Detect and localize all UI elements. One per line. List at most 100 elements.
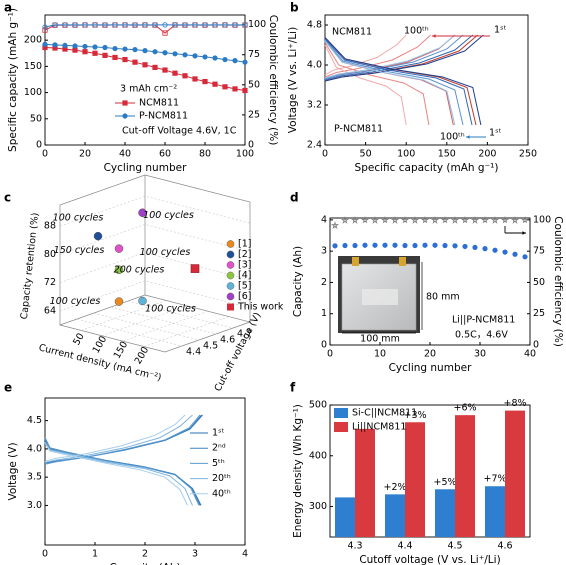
legend-label: [2]	[238, 249, 251, 260]
marker	[480, 215, 490, 223]
annotation: 3 mAh cm⁻²	[120, 84, 177, 95]
marker	[340, 216, 350, 224]
marker	[172, 51, 178, 57]
marker	[52, 42, 58, 48]
marker	[352, 242, 358, 249]
marker	[470, 216, 480, 224]
x-tick-label: 0	[327, 349, 333, 360]
x-tick-label: 4.3	[347, 541, 362, 552]
legend-label: [4]	[238, 270, 251, 281]
marker	[412, 242, 418, 249]
cell-tab	[399, 257, 406, 266]
marker	[360, 215, 370, 223]
marker	[380, 215, 390, 223]
grid-line	[143, 316, 230, 347]
marker	[402, 242, 408, 249]
point	[190, 264, 200, 273]
marker	[222, 84, 228, 90]
marker	[52, 22, 58, 28]
point-label: 100 cycles	[145, 303, 196, 314]
series-line	[324, 39, 464, 126]
marker	[102, 52, 108, 58]
marker	[392, 242, 398, 248]
grid-line	[80, 300, 167, 331]
x-axis-label: Cutoff voltage (V vs. Li⁺/Li)	[359, 554, 500, 565]
legend-label: Si-C||NCM811	[352, 408, 417, 419]
marker	[452, 243, 458, 249]
y-axis-label: Specific capacity (mAh g⁻¹)	[7, 8, 19, 152]
series-line	[324, 34, 407, 76]
marker	[242, 87, 248, 94]
marker	[522, 254, 528, 260]
marker	[400, 215, 410, 223]
marker	[500, 215, 510, 223]
marker	[122, 46, 128, 52]
marker	[520, 215, 530, 223]
marker	[372, 242, 378, 248]
x-tick-label: 3	[192, 549, 198, 560]
series-line	[324, 34, 484, 82]
marker	[82, 43, 88, 50]
marker	[192, 76, 198, 82]
marker	[510, 216, 520, 224]
legend-label: 1ˢᵗ	[212, 428, 225, 439]
x-axis-label: Specific capacity (mAh g⁻¹)	[355, 162, 499, 174]
marker	[362, 242, 368, 248]
panel-label: c	[4, 191, 11, 205]
panel-label: d	[290, 191, 299, 205]
legend-marker	[122, 100, 128, 106]
point	[114, 265, 124, 275]
marker	[112, 45, 118, 52]
x-tick-label: 4	[242, 549, 248, 560]
point-label: 100 cycles	[50, 296, 101, 307]
x-tick-label: 50	[71, 331, 87, 347]
bar	[335, 497, 355, 537]
y-tick-label: 3	[321, 246, 327, 257]
marker	[162, 50, 168, 56]
series-line	[324, 34, 431, 78]
marker	[232, 22, 238, 28]
marker	[350, 216, 360, 224]
y2-axis-label: Coulombic efficiency (%)	[552, 216, 564, 347]
y-tick-label: 1	[321, 308, 327, 319]
bar	[485, 486, 505, 537]
y2-tick-label: 0	[533, 340, 539, 351]
marker	[152, 22, 158, 28]
annotation: 1ˢᵗ	[489, 128, 502, 139]
marker	[62, 22, 68, 28]
series-line	[44, 414, 188, 506]
x-axis-label: Cycling number	[104, 162, 187, 174]
marker	[192, 53, 198, 59]
x-tick-label: 200	[478, 149, 496, 160]
annotation: 0.5C，4.6V	[455, 330, 508, 341]
x-tick-label: 4.6	[497, 541, 512, 552]
legend-label: This work	[237, 302, 284, 313]
grid-line	[122, 310, 209, 342]
x-axis-label: Capacity (Ah)	[109, 562, 180, 565]
point	[93, 231, 103, 241]
marker	[82, 49, 88, 55]
bar	[355, 428, 375, 537]
x-tick-label: 250	[519, 149, 537, 160]
legend-label: 5ᵗʰ	[212, 458, 225, 469]
z-tick-label: 4.6	[220, 335, 235, 346]
marker	[132, 59, 138, 65]
panel-label: a	[4, 1, 12, 15]
bar	[385, 494, 405, 537]
marker	[330, 221, 340, 230]
y-axis-label: Energy density (Wh Kg⁻¹)	[292, 404, 304, 538]
marker	[450, 216, 460, 224]
marker	[72, 47, 78, 53]
z-tick-label: 4.4	[186, 347, 201, 358]
x-tick-label: 30	[474, 349, 486, 360]
legend-label: Li||NCM811	[352, 422, 406, 433]
bar-label: +7%	[483, 474, 506, 485]
marker	[432, 242, 438, 248]
x-tick-label: 80	[199, 149, 211, 160]
marker	[440, 215, 450, 223]
y-tick-label: 4.8	[307, 20, 322, 31]
bar-label: +8%	[503, 398, 526, 409]
panel-label: e	[4, 381, 12, 395]
y2-tick-label: 50	[533, 277, 545, 288]
